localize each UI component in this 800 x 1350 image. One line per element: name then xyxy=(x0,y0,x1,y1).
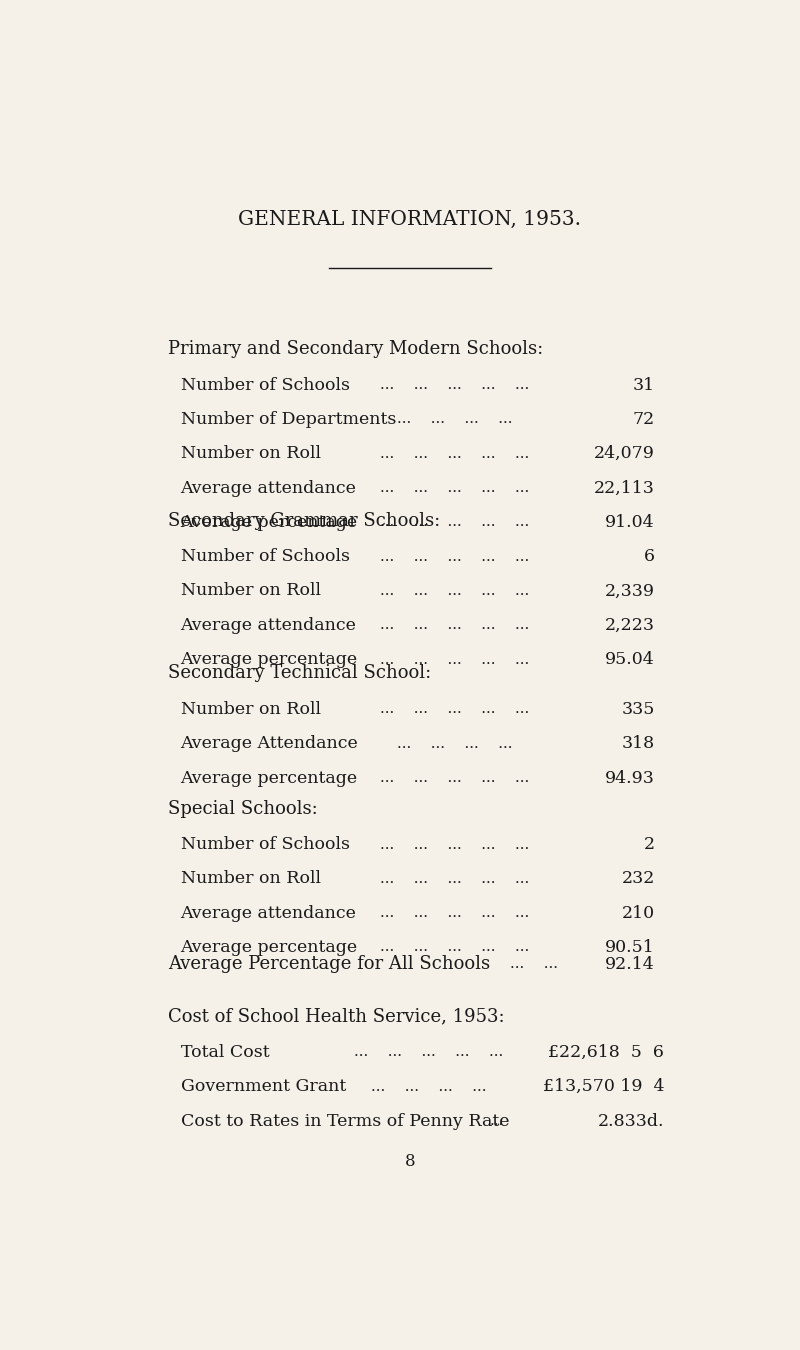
Text: Average percentage: Average percentage xyxy=(181,651,358,668)
Text: ...    ...    ...    ...    ...: ... ... ... ... ... xyxy=(380,941,530,954)
Text: 22,113: 22,113 xyxy=(594,479,655,497)
Text: 90.51: 90.51 xyxy=(605,940,655,956)
Text: Cost to Rates in Terms of Penny Rate: Cost to Rates in Terms of Penny Rate xyxy=(181,1112,509,1130)
Text: Number of Departments: Number of Departments xyxy=(181,410,396,428)
Text: Government Grant: Government Grant xyxy=(181,1079,346,1095)
Text: ...    ...    ...    ...    ...: ... ... ... ... ... xyxy=(380,872,530,886)
Text: 72: 72 xyxy=(633,410,655,428)
Text: Number on Roll: Number on Roll xyxy=(181,446,321,462)
Text: ...    ...    ...    ...    ...: ... ... ... ... ... xyxy=(380,447,530,460)
Text: ...    ...    ...    ...: ... ... ... ... xyxy=(397,413,512,427)
Text: GENERAL INFORMATION, 1953.: GENERAL INFORMATION, 1953. xyxy=(238,209,582,228)
Text: ...    ...    ...    ...    ...: ... ... ... ... ... xyxy=(380,652,530,667)
Text: Average percentage: Average percentage xyxy=(181,769,358,787)
Text: ...    ...    ...    ...    ...: ... ... ... ... ... xyxy=(380,378,530,392)
Text: ...    ...    ...    ...    ...: ... ... ... ... ... xyxy=(380,516,530,529)
Text: 91.04: 91.04 xyxy=(606,514,655,531)
Text: £22,618  5  6: £22,618 5 6 xyxy=(548,1044,664,1061)
Text: Average percentage: Average percentage xyxy=(181,514,358,531)
Text: Special Schools:: Special Schools: xyxy=(168,799,318,818)
Text: Cost of School Health Service, 1953:: Cost of School Health Service, 1953: xyxy=(168,1007,505,1026)
Text: ...    ...    ...    ...    ...: ... ... ... ... ... xyxy=(354,1045,503,1060)
Text: ...    ...    ...    ...    ...: ... ... ... ... ... xyxy=(380,771,530,786)
Text: 2,339: 2,339 xyxy=(605,582,655,599)
Text: ...: ... xyxy=(490,1114,504,1129)
Text: ...    ...    ...    ...    ...: ... ... ... ... ... xyxy=(380,549,530,564)
Text: ...    ...    ...    ...    ...: ... ... ... ... ... xyxy=(380,585,530,598)
Text: Number on Roll: Number on Roll xyxy=(181,582,321,599)
Text: £13,570 19  4: £13,570 19 4 xyxy=(542,1079,664,1095)
Text: Average attendance: Average attendance xyxy=(181,617,357,633)
Text: ...    ...    ...    ...    ...: ... ... ... ... ... xyxy=(380,837,530,852)
Text: 210: 210 xyxy=(622,904,655,922)
Text: 94.93: 94.93 xyxy=(605,769,655,787)
Text: 2: 2 xyxy=(644,836,655,853)
Text: ...    ...    ...    ...    ...: ... ... ... ... ... xyxy=(380,702,530,717)
Text: Average Percentage for All Schools: Average Percentage for All Schools xyxy=(168,956,490,973)
Text: Average Attendance: Average Attendance xyxy=(181,736,358,752)
Text: ...    ...    ...    ...    ...: ... ... ... ... ... xyxy=(380,618,530,632)
Text: Number of Schools: Number of Schools xyxy=(181,836,350,853)
Text: 6: 6 xyxy=(644,548,655,566)
Text: 2.833d.: 2.833d. xyxy=(598,1112,664,1130)
Text: ...    ...    ...    ...    ...: ... ... ... ... ... xyxy=(380,481,530,495)
Text: Number of Schools: Number of Schools xyxy=(181,548,350,566)
Text: ...    ...    ...    ...    ...: ... ... ... ... ... xyxy=(380,906,530,921)
Text: ...    ...: ... ... xyxy=(510,957,558,972)
Text: ...    ...    ...    ...: ... ... ... ... xyxy=(397,737,512,751)
Text: Average attendance: Average attendance xyxy=(181,904,357,922)
Text: 2,223: 2,223 xyxy=(605,617,655,633)
Text: Secondary Grammar Schools:: Secondary Grammar Schools: xyxy=(168,512,441,529)
Text: 24,079: 24,079 xyxy=(594,446,655,462)
Text: 232: 232 xyxy=(622,871,655,887)
Text: ...    ...    ...    ...: ... ... ... ... xyxy=(371,1080,486,1094)
Text: 335: 335 xyxy=(622,701,655,718)
Text: Secondary Technical School:: Secondary Technical School: xyxy=(168,664,431,683)
Text: Average attendance: Average attendance xyxy=(181,479,357,497)
Text: Total Cost: Total Cost xyxy=(181,1044,270,1061)
Text: Number of Schools: Number of Schools xyxy=(181,377,350,394)
Text: 31: 31 xyxy=(633,377,655,394)
Text: 92.14: 92.14 xyxy=(605,956,655,973)
Text: Average percentage: Average percentage xyxy=(181,940,358,956)
Text: 95.04: 95.04 xyxy=(605,651,655,668)
Text: 318: 318 xyxy=(622,736,655,752)
Text: Number on Roll: Number on Roll xyxy=(181,871,321,887)
Text: 8: 8 xyxy=(405,1153,415,1170)
Text: Primary and Secondary Modern Schools:: Primary and Secondary Modern Schools: xyxy=(168,340,543,358)
Text: Number on Roll: Number on Roll xyxy=(181,701,321,718)
